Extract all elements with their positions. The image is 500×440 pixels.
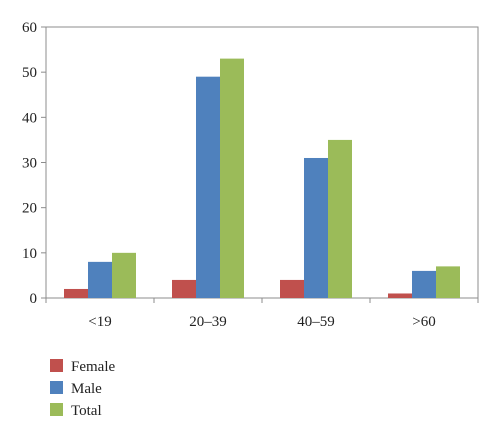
- bar-male: [412, 270, 436, 298]
- bar-female: [64, 288, 88, 298]
- bar-male: [196, 76, 220, 298]
- x-tick-label: <19: [88, 314, 111, 330]
- bar-female: [388, 293, 412, 298]
- x-tick-label: 40–59: [297, 314, 335, 330]
- x-tick-label: 20–39: [189, 314, 227, 330]
- bar-total: [328, 139, 352, 298]
- bar-female: [280, 279, 304, 298]
- legend-label-total: Total: [71, 403, 102, 419]
- legend-label-female: Female: [71, 359, 115, 375]
- y-tick-label: 10: [22, 246, 37, 262]
- y-axis: 0 10 20 30 40 50 60: [22, 20, 46, 307]
- y-tick-label: 20: [22, 201, 37, 217]
- legend-swatch-female: [50, 359, 63, 372]
- y-tick-label: 60: [22, 20, 37, 36]
- y-tick-label: 40: [22, 110, 37, 126]
- bars: [64, 58, 460, 298]
- bar-total: [436, 266, 460, 298]
- legend: Female Male Total: [50, 359, 115, 419]
- plot-area: [45, 26, 479, 299]
- bar-total: [220, 58, 244, 298]
- x-tick-label: >60: [412, 314, 435, 330]
- bar-male: [304, 157, 328, 298]
- y-tick-label: 50: [22, 65, 37, 81]
- plot-frame: [45, 26, 479, 299]
- legend-swatch-male: [50, 381, 63, 394]
- y-tick-label: 0: [30, 291, 38, 307]
- legend-swatch-total: [50, 403, 63, 416]
- bar-female: [172, 279, 196, 298]
- bar-male: [88, 261, 112, 298]
- bar-total: [112, 252, 136, 298]
- x-axis: <19 20–39 40–59 >60: [45, 298, 479, 330]
- y-tick-label: 30: [22, 156, 37, 172]
- legend-label-male: Male: [71, 381, 102, 397]
